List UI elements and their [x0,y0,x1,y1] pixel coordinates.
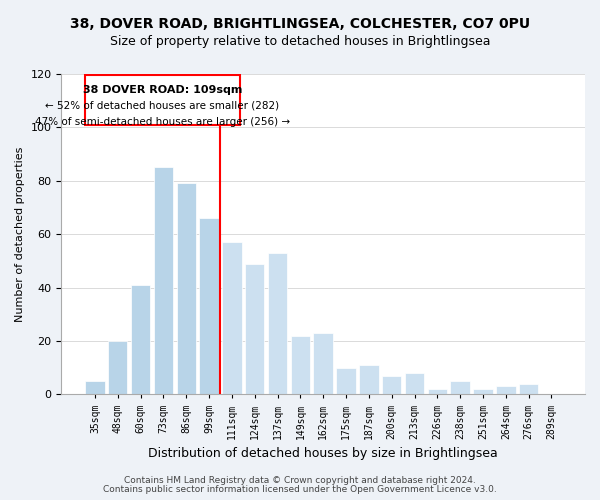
Bar [337,368,356,394]
Bar [382,376,401,394]
Text: 47% of semi-detached houses are larger (256) →: 47% of semi-detached houses are larger (… [35,116,290,126]
Bar [496,386,515,394]
Bar [451,381,470,394]
Bar [473,389,493,394]
Bar [268,253,287,394]
Bar [176,184,196,394]
Bar [428,389,447,394]
Y-axis label: Number of detached properties: Number of detached properties [15,146,25,322]
Text: 38, DOVER ROAD, BRIGHTLINGSEA, COLCHESTER, CO7 0PU: 38, DOVER ROAD, BRIGHTLINGSEA, COLCHESTE… [70,18,530,32]
Bar [359,365,379,394]
Text: 38 DOVER ROAD: 109sqm: 38 DOVER ROAD: 109sqm [83,84,242,94]
Bar [405,373,424,394]
Bar [313,333,333,394]
Bar [108,341,127,394]
Bar [245,264,265,394]
Bar [290,336,310,394]
Text: Size of property relative to detached houses in Brightlingsea: Size of property relative to detached ho… [110,35,490,48]
Bar [85,76,240,124]
Text: Contains HM Land Registry data © Crown copyright and database right 2024.: Contains HM Land Registry data © Crown c… [124,476,476,485]
Text: Contains public sector information licensed under the Open Government Licence v3: Contains public sector information licen… [103,485,497,494]
X-axis label: Distribution of detached houses by size in Brightlingsea: Distribution of detached houses by size … [148,447,498,460]
Bar [199,218,219,394]
Bar [519,384,538,394]
Bar [154,168,173,394]
Bar [85,381,104,394]
Bar [222,242,242,394]
Text: ← 52% of detached houses are smaller (282): ← 52% of detached houses are smaller (28… [45,100,280,110]
Bar [131,285,150,395]
